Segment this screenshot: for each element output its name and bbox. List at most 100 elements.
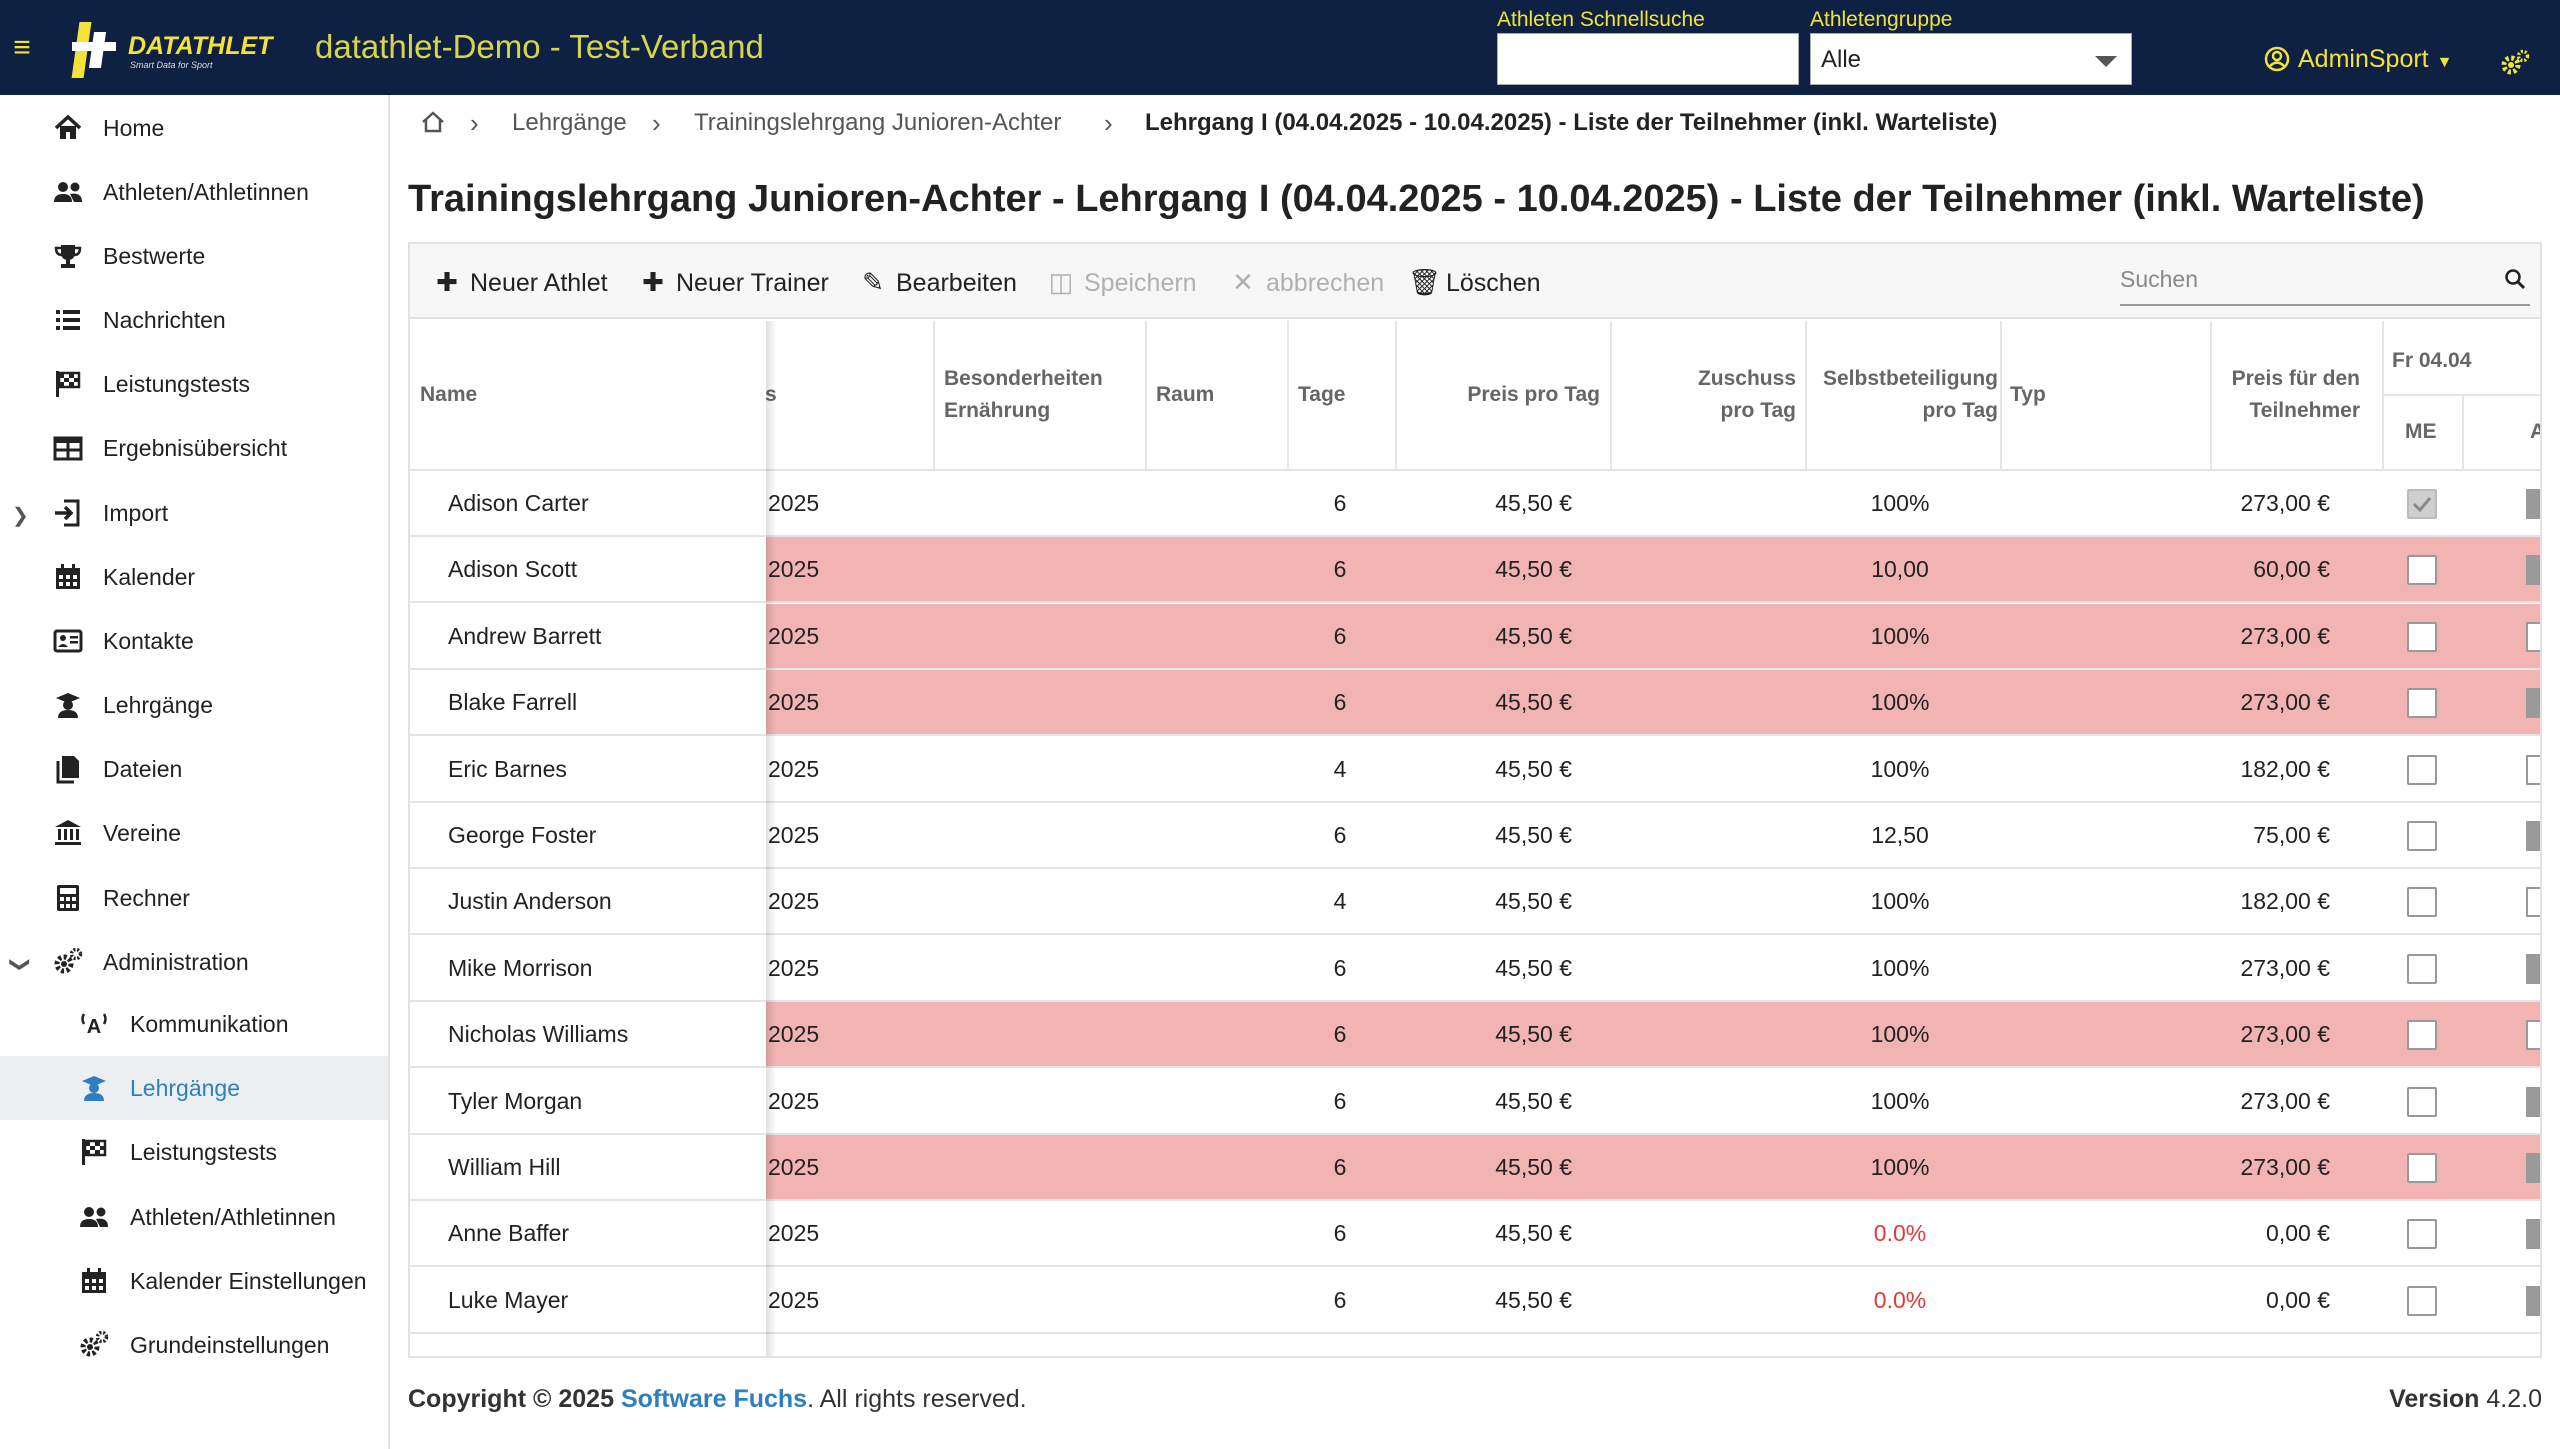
a-checkbox[interactable] [2526,1087,2540,1117]
settings-gear-icon[interactable] [2500,48,2530,78]
cell-name[interactable]: Eric Barnes [448,756,567,782]
sidebar-item-athleten-athletinnen[interactable]: Athleten/Athletinnen [0,1185,388,1249]
athlete-quicksearch-field[interactable] [1497,33,1799,85]
a-checkbox[interactable] [2526,1219,2540,1249]
col-header-partial[interactable]: s [765,379,777,411]
table-row[interactable]: Justin Anderson 2025 4 45,50 € 100% 182,00 € [410,869,2540,935]
chevron-down-icon[interactable]: ❯ [8,956,31,973]
breadcrumb-item[interactable]: Lehrgänge [512,109,627,136]
grid-search[interactable] [2120,256,2530,306]
me-checkbox[interactable] [2407,1219,2437,1249]
col-header-day-group[interactable]: Fr 04.04 [2392,349,2472,372]
sidebar-item-rechner[interactable]: Rechner [0,866,388,930]
col-header-name[interactable]: Name [420,383,478,406]
table-row[interactable]: Nicholas Williams 2025 6 45,50 € 100% 273,00 … [410,1002,2540,1068]
me-checkbox[interactable] [2407,622,2437,652]
sidebar-item-lehrgänge[interactable]: Lehrgänge [0,1056,388,1120]
me-checkbox[interactable] [2407,1020,2437,1050]
cell-name[interactable]: Andrew Barrett [448,623,602,649]
me-checkbox[interactable] [2407,821,2437,851]
table-row[interactable]: Eric Barnes 2025 4 45,50 € 100% 182,00 € [410,737,2540,803]
col-header-preis-teilnehmer[interactable]: Preis für den Teilnehmer [2231,367,2360,422]
a-checkbox[interactable] [2526,954,2540,984]
cell-name[interactable]: Nicholas Williams [448,1021,629,1047]
a-checkbox[interactable] [2526,755,2540,785]
delete-button[interactable]: 🗑 Löschen [1408,267,1541,297]
sidebar-item-import[interactable]: ❯ Import [0,481,388,545]
col-header-zuschuss[interactable]: Zuschuss pro Tag [1697,367,1796,422]
cell-name[interactable]: Justin Anderson [448,888,612,914]
sidebar-item-leistungstests[interactable]: Leistungstests [0,352,388,416]
a-checkbox[interactable] [2526,555,2540,585]
table-row[interactable]: Luke Mayer 2025 6 45,50 € 0.0% 0,00 € [410,1268,2540,1334]
edit-button[interactable]: ✎ Bearbeiten [858,266,1017,299]
chevron-right-icon[interactable]: ❯ [12,505,29,527]
sidebar-item-kommunikation[interactable]: A Kommunikation [0,992,388,1056]
a-checkbox[interactable] [2526,688,2540,718]
breadcrumb-item[interactable]: Trainingslehrgang Junioren-Achter [694,109,1062,136]
cancel-button[interactable]: ✕ abbrechen [1228,266,1384,299]
table-row[interactable]: Tyler Morgan 2025 6 45,50 € 100% 273,00 € [410,1069,2540,1135]
table-row[interactable]: Andrew Barrett 2025 6 45,50 € 100% 273,00 € [410,604,2540,670]
col-header-typ[interactable]: Typ [2010,383,2046,406]
me-checkbox[interactable] [2407,887,2437,917]
a-checkbox[interactable] [2526,1286,2540,1316]
me-checkbox[interactable] [2407,1286,2437,1316]
sidebar-item-leistungstests[interactable]: Leistungstests [0,1120,388,1184]
col-header-raum[interactable]: Raum [1156,383,1215,406]
a-checkbox[interactable] [2526,821,2540,851]
table-row[interactable]: Adison Carter 2025 6 45,50 € 100% 273,00 € [410,471,2540,537]
sidebar-item-ergebnisübersicht[interactable]: Ergebnisübersicht [0,416,388,480]
sidebar-item-nachrichten[interactable]: Nachrichten [0,288,388,352]
col-header-ernaehrung[interactable]: Besonderheiten Ernährung [944,367,1103,422]
sidebar-item-dateien[interactable]: Dateien [0,737,388,801]
a-checkbox[interactable] [2526,1153,2540,1183]
athlete-quicksearch-input[interactable] [1498,34,1798,84]
a-checkbox[interactable] [2526,1020,2540,1050]
sidebar-item-kalender-einstellungen[interactable]: Kalender Einstellungen [0,1249,388,1313]
col-header-selbstbeteiligung[interactable]: Selbstbeteiligung pro Tag [1822,367,1998,422]
a-checkbox[interactable] [2526,622,2540,652]
sidebar-item-kalender[interactable]: Kalender [0,545,388,609]
cell-name[interactable]: Adison Scott [448,556,578,582]
cell-name[interactable]: George Foster [448,822,597,848]
sidebar-item-administration[interactable]: ❯ Administration [0,930,388,994]
cell-name[interactable]: Mike Morrison [448,955,593,981]
user-menu[interactable]: AdminSport ▼ [2264,44,2452,78]
athlete-group-select[interactable]: Alle [1810,33,2132,85]
a-checkbox[interactable] [2526,887,2540,917]
sidebar-item-vereine[interactable]: Vereine [0,801,388,865]
table-row[interactable]: Mike Morrison 2025 6 45,50 € 100% 273,00 € [410,936,2540,1002]
save-button[interactable]: ◫ Speichern [1046,266,1197,299]
cell-name[interactable]: Tyler Morgan [448,1088,583,1114]
cell-name[interactable]: Adison Carter [448,490,589,516]
me-checkbox[interactable] [2407,1153,2437,1183]
me-checkbox[interactable] [2407,688,2437,718]
a-checkbox[interactable] [2526,489,2540,519]
datathlet-logo[interactable]: DATATHLET Smart Data for Sport [70,18,275,82]
home-icon[interactable] [420,105,446,146]
new-trainer-button[interactable]: ✚ Neuer Trainer [638,266,829,299]
me-checkbox[interactable] [2407,755,2437,785]
new-athlete-button[interactable]: ✚ Neuer Athlet [432,266,608,299]
table-row[interactable]: George Foster 2025 6 45,50 € 12,50 75,00 € [410,803,2540,869]
sidebar-item-grundeinstellungen[interactable]: Grundeinstellungen [0,1313,388,1377]
me-checkbox[interactable] [2407,555,2437,585]
cell-name[interactable]: Blake Farrell [448,689,578,715]
table-row[interactable]: Anne Baffer 2025 6 45,50 € 0.0% 0,00 € [410,1201,2540,1267]
grid-search-input[interactable] [2120,256,2470,302]
sidebar-item-lehrgänge[interactable]: Lehrgänge [0,673,388,737]
me-checkbox[interactable] [2407,489,2437,519]
table-row[interactable]: William Hill 2025 6 45,50 € 100% 273,00 € [410,1135,2540,1201]
sidebar-item-home[interactable]: Home [0,96,388,160]
col-header-preis-tag[interactable]: Preis pro Tag [1467,383,1600,406]
me-checkbox[interactable] [2407,954,2437,984]
sidebar-item-bestwerte[interactable]: Bestwerte [0,224,388,288]
company-link[interactable]: Software Fuchs [620,1385,808,1413]
col-header-tage[interactable]: Tage [1298,383,1346,406]
me-checkbox[interactable] [2407,1087,2437,1117]
hamburger-menu-icon[interactable]: ≡ [13,31,31,64]
sidebar-item-kontakte[interactable]: Kontakte [0,609,388,673]
sidebar-item-athleten-athletinnen[interactable]: Athleten/Athletinnen [0,160,388,224]
col-header-a[interactable]: A [2530,416,2540,448]
